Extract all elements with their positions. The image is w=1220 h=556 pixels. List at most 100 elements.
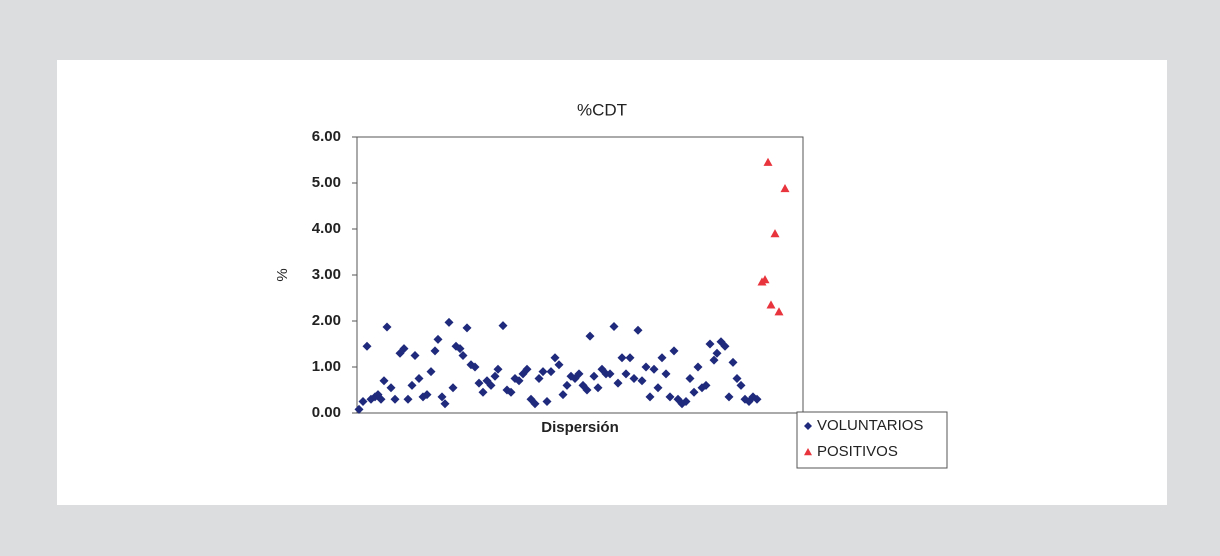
point xyxy=(386,383,396,393)
point xyxy=(661,369,671,379)
y-tick-label: 3.00 xyxy=(312,266,341,283)
point xyxy=(410,351,420,360)
point xyxy=(629,374,639,383)
point xyxy=(470,362,480,372)
point xyxy=(399,344,409,354)
point xyxy=(752,394,762,404)
point xyxy=(582,385,592,395)
point xyxy=(585,331,595,341)
point xyxy=(712,348,722,358)
point xyxy=(645,392,655,402)
point xyxy=(379,376,389,386)
point xyxy=(498,321,508,331)
point xyxy=(780,184,790,193)
y-tick-label: 2.00 xyxy=(312,312,341,329)
y-tick-label: 4.00 xyxy=(312,220,341,237)
point xyxy=(478,387,488,397)
point xyxy=(522,364,532,374)
y-tick-label: 6.00 xyxy=(312,128,341,145)
point xyxy=(444,317,454,327)
y-tick-label: 5.00 xyxy=(312,174,341,191)
point xyxy=(455,344,465,354)
point xyxy=(589,371,599,381)
y-tick-label: 1.00 xyxy=(312,358,341,375)
point xyxy=(593,383,603,393)
point xyxy=(462,323,472,333)
point xyxy=(633,325,643,335)
point xyxy=(414,374,424,383)
legend-marker xyxy=(804,422,812,430)
panel xyxy=(57,60,1167,505)
point xyxy=(637,376,647,386)
point xyxy=(574,369,584,379)
point xyxy=(689,387,699,397)
point xyxy=(724,392,734,402)
point xyxy=(685,374,695,383)
point xyxy=(617,353,627,363)
point xyxy=(625,353,635,363)
point xyxy=(562,380,572,390)
point xyxy=(720,341,730,351)
point xyxy=(506,387,516,397)
point xyxy=(358,397,368,406)
point xyxy=(621,369,631,379)
point xyxy=(458,351,468,360)
chart-title: %CDT xyxy=(577,100,627,119)
point xyxy=(705,339,715,349)
point xyxy=(430,346,440,356)
point xyxy=(693,362,703,372)
point xyxy=(649,364,659,374)
point xyxy=(538,367,548,377)
point xyxy=(534,374,544,383)
point xyxy=(474,378,484,388)
point xyxy=(554,360,564,370)
point xyxy=(382,322,392,332)
point xyxy=(514,376,524,386)
point xyxy=(736,380,746,390)
point xyxy=(681,397,691,406)
point xyxy=(550,353,560,363)
point xyxy=(728,357,738,367)
point xyxy=(605,369,615,379)
point xyxy=(641,362,651,372)
legend-label: VOLUNTARIOS xyxy=(817,417,923,434)
point xyxy=(490,371,500,381)
point xyxy=(530,399,540,409)
point xyxy=(440,399,450,409)
point xyxy=(390,394,400,404)
point xyxy=(669,346,679,356)
point xyxy=(657,353,667,363)
point xyxy=(448,383,458,393)
point xyxy=(732,374,742,383)
point xyxy=(486,380,496,390)
point xyxy=(760,275,770,284)
point xyxy=(437,392,447,402)
point xyxy=(362,341,372,351)
y-axis-label: % xyxy=(274,268,291,281)
point xyxy=(653,383,663,393)
point xyxy=(542,397,552,406)
point xyxy=(665,392,675,402)
point xyxy=(426,367,436,377)
point xyxy=(709,355,719,365)
point xyxy=(763,157,773,166)
point xyxy=(433,334,443,344)
point xyxy=(766,300,776,309)
point xyxy=(701,380,711,390)
legend-marker xyxy=(804,448,812,456)
point xyxy=(422,390,432,400)
point xyxy=(770,229,780,238)
point xyxy=(774,307,784,316)
point xyxy=(493,364,503,374)
point xyxy=(407,380,417,390)
x-axis-label: Dispersión xyxy=(541,419,619,436)
point xyxy=(609,322,619,332)
point xyxy=(376,394,386,404)
point xyxy=(403,394,413,404)
point xyxy=(546,367,556,377)
legend xyxy=(796,411,948,469)
point xyxy=(354,404,364,414)
point xyxy=(558,390,568,400)
